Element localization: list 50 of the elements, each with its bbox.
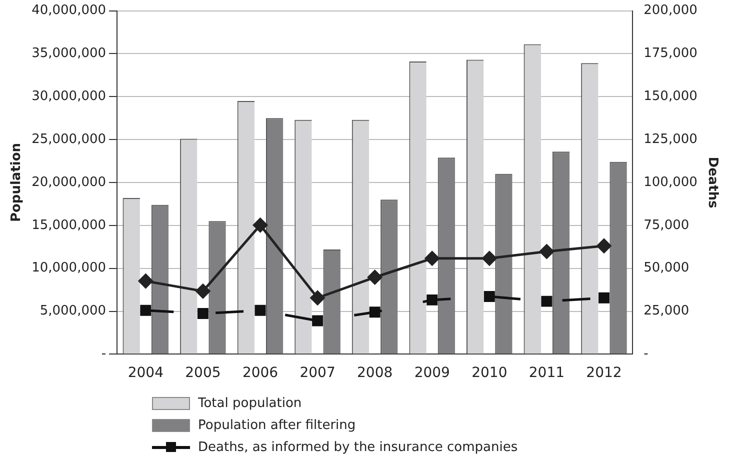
- y-tick-label: 30,000,000: [32, 89, 106, 104]
- point: [196, 284, 210, 298]
- y2-tick-label: 50,000: [644, 260, 690, 276]
- y-tick-label: 25,000,000: [32, 132, 106, 147]
- point: [140, 304, 152, 316]
- y2-tick-label: -: [644, 346, 649, 362]
- point: [368, 270, 382, 285]
- y-tick-label: 40,000,000: [32, 3, 106, 18]
- y-tick-label: 35,000,000: [32, 46, 106, 62]
- point: [253, 218, 268, 232]
- point: [598, 292, 610, 304]
- y-tick-label: -: [101, 346, 106, 362]
- point: [197, 308, 208, 319]
- y-tick-label: 20,000,000: [32, 174, 106, 190]
- point: [539, 244, 554, 259]
- y2-axis-title: Deaths: [704, 156, 720, 209]
- y2-tick-label: 175,000: [644, 46, 698, 62]
- point: [312, 315, 324, 326]
- point: [482, 251, 497, 266]
- legend-label: Deaths, as informed by the insurance companies: [198, 440, 518, 454]
- x-tick-label: 2006: [242, 365, 278, 382]
- y2-tick-label: 100,000: [644, 174, 698, 190]
- point: [310, 290, 325, 306]
- point: [369, 306, 380, 318]
- y-tick-label: 10,000,000: [32, 260, 106, 276]
- y2-tick-label: 150,000: [644, 89, 698, 104]
- y2-tick-label: 25,000: [644, 304, 690, 319]
- x-tick-label: 2004: [128, 365, 164, 382]
- legend-label: Total population: [198, 396, 302, 410]
- y-tick-label: 5,000,000: [40, 304, 106, 319]
- legend-label: Population after filtering: [198, 418, 356, 432]
- point: [424, 251, 440, 266]
- point: [596, 238, 612, 254]
- y2-tick-label: 200,000: [644, 3, 698, 18]
- point: [484, 291, 495, 302]
- x-tick-label: 2007: [300, 365, 336, 382]
- y2-tick-label: 125,000: [644, 132, 698, 147]
- x-tick-label: 2009: [414, 365, 450, 382]
- x-tick-label: 2010: [472, 365, 508, 382]
- point: [138, 274, 153, 288]
- point: [254, 304, 266, 316]
- y-tick-label: 15,000,000: [32, 218, 106, 233]
- y2-tick-label: 75,000: [644, 218, 690, 233]
- point: [426, 294, 438, 306]
- y-axis-title: Population: [9, 142, 24, 222]
- point: [541, 296, 552, 307]
- x-tick-label: 2005: [185, 365, 221, 382]
- x-tick-label: 2012: [586, 365, 622, 382]
- x-tick-label: 2011: [528, 365, 565, 382]
- x-tick-label: 2008: [357, 365, 393, 382]
